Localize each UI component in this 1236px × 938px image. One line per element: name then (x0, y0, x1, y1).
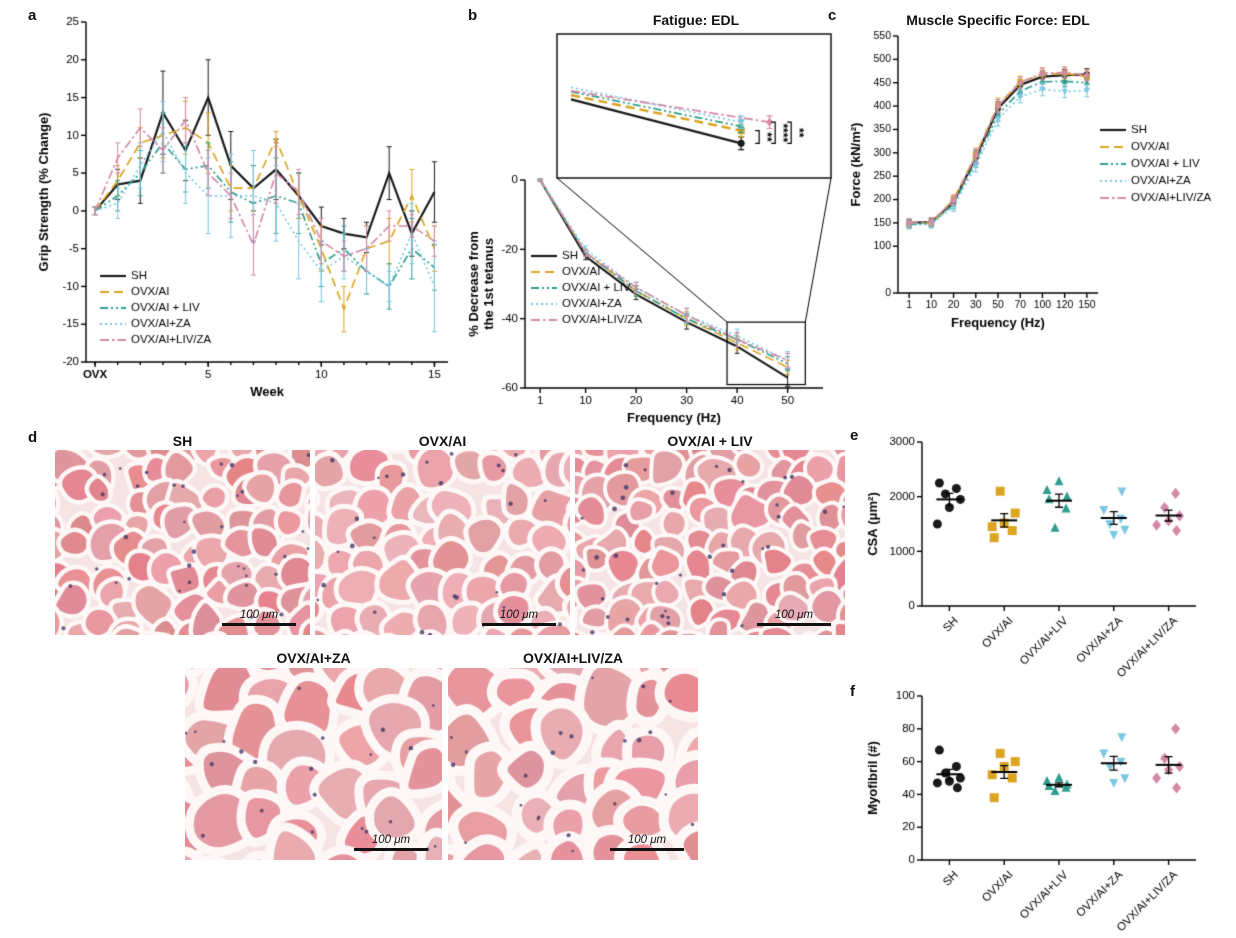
panel-label-f: f (850, 683, 855, 700)
histology-title-sh: SH (172, 433, 193, 449)
scale-bar: 100 μm (222, 609, 296, 626)
muscle-tissue-canvas (575, 450, 845, 635)
scale-bar: 100 μm (610, 834, 684, 851)
histology-image-ovxai-livza: 100 μm (448, 668, 698, 860)
muscle-tissue-canvas (448, 668, 698, 860)
muscle-tissue-canvas (55, 450, 310, 635)
scale-bar-label: 100 μm (239, 609, 279, 621)
scale-bar-line (610, 848, 684, 851)
histology-title-ovxai: OVX/AI (418, 433, 467, 449)
scale-bar-line (757, 623, 831, 626)
scale-bar-label: 100 μm (774, 609, 814, 621)
histology-image-ovxai: 100 μm (315, 450, 570, 635)
panel-label-e: e (850, 427, 859, 444)
fatigue-chart (465, 8, 845, 438)
histology-title-ovxai-za: OVX/AI+ZA (276, 650, 351, 666)
histology-image-ovxai-liv: 100 μm (575, 450, 845, 635)
panel-label-d: d (28, 429, 38, 446)
scale-bar-line (354, 848, 428, 851)
grip-strength-chart (30, 8, 460, 408)
scale-bar: 100 μm (757, 609, 831, 626)
myofibril-scatter-chart (858, 684, 1208, 936)
csa-scatter-chart (858, 430, 1208, 682)
scale-bar: 100 μm (354, 834, 428, 851)
scale-bar: 100 μm (482, 609, 556, 626)
muscle-tissue-canvas (315, 450, 570, 635)
scale-bar-line (222, 623, 296, 626)
histology-title-ovxai-livza: OVX/AI+LIV/ZA (523, 650, 623, 666)
histology-title-ovxai-liv: OVX/AI + LIV (667, 433, 753, 449)
scale-bar-label: 100 μm (499, 609, 539, 621)
muscle-tissue-canvas (185, 668, 442, 860)
scale-bar-label: 100 μm (371, 834, 411, 846)
scale-bar-label: 100 μm (627, 834, 667, 846)
histology-image-sh: 100 μm (55, 450, 310, 635)
specific-force-chart (842, 8, 1236, 343)
histology-image-ovxai-za: 100 μm (185, 668, 442, 860)
scale-bar-line (482, 623, 556, 626)
